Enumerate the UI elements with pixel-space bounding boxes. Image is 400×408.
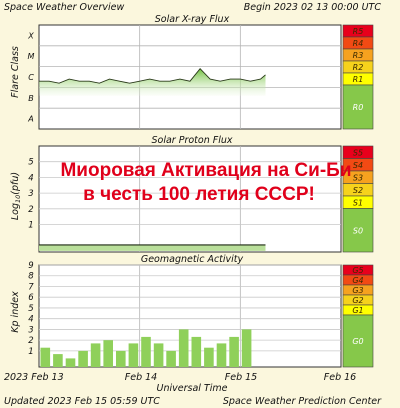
kp-bar	[53, 354, 63, 367]
proton-tick: 4	[28, 173, 33, 183]
header-title: Space Weather Overview	[4, 2, 125, 13]
flare-class-tick: B	[28, 94, 34, 103]
scale-cell	[342, 314, 374, 368]
proton-flux-area	[39, 244, 266, 251]
overlay-line-2: в честь 100 летия СССР!	[83, 184, 315, 205]
kp-bar	[166, 350, 176, 367]
kp-bar	[78, 350, 88, 367]
xray-plot-area	[38, 24, 342, 130]
proton-tick: 1	[28, 221, 33, 231]
flare-class-tick: M	[28, 52, 35, 61]
kp-bar	[229, 336, 239, 367]
kp-bar	[128, 343, 139, 367]
kp-tick: 6	[28, 293, 34, 303]
scale-label: R1	[353, 75, 364, 84]
grid-lines	[39, 25, 341, 367]
scale-label: R3	[353, 51, 364, 60]
footer-updated: Updated 2023 Feb 15 05:59 UTC	[4, 396, 160, 407]
scale-label: G2	[352, 296, 363, 305]
kp-tick: 1	[28, 347, 33, 357]
scale-cell	[342, 84, 374, 130]
x-tick-feb16: Feb 16	[324, 372, 356, 383]
kp-bar	[153, 343, 164, 367]
header-begin-time: Begin 2023 02 13 00:00 UTC	[244, 2, 382, 13]
proton-tick: 3	[28, 189, 33, 199]
kp-bar	[90, 343, 101, 367]
x-tick-feb13: 2023 Feb 13	[4, 372, 64, 383]
proton-ylabel: Log10(pfu)	[10, 172, 22, 220]
kp-tick: 2	[28, 336, 33, 346]
geomag-plot-area	[38, 264, 342, 368]
xray-ylabel: Flare Class	[10, 46, 21, 98]
scale-label: G0	[352, 337, 363, 346]
geomag-ylabel: Kp index	[10, 291, 21, 333]
scale-label: G4	[352, 276, 363, 285]
kp-bar	[116, 350, 126, 367]
scale-label: G1	[352, 306, 363, 315]
kp-tick: 7	[28, 282, 34, 292]
overlay-line-1: Миоровая Активация на Си-Би	[60, 160, 351, 181]
kp-bar	[241, 329, 252, 367]
kp-tick: 9	[28, 261, 33, 271]
proton-tick: 5	[28, 158, 33, 168]
kp-tick: 4	[28, 315, 33, 325]
kp-bar	[141, 336, 151, 367]
scale-label: R4	[353, 39, 364, 48]
proton-tick: 2	[28, 205, 33, 215]
xray-flux-area	[39, 68, 266, 96]
kp-tick: 8	[28, 272, 34, 282]
x-tick-feb15: Feb 15	[225, 372, 257, 383]
xray-title: Solar X-ray Flux	[155, 14, 230, 25]
x-tick-feb14: Feb 14	[125, 372, 157, 383]
kp-bar	[178, 329, 189, 367]
flare-class-tick: C	[28, 73, 34, 82]
scale-label: S3	[353, 173, 363, 182]
scale-label: S1	[353, 198, 363, 207]
proton-plot-area	[38, 145, 342, 253]
kp-tick: 3	[28, 325, 33, 335]
flare-class-tick: X	[27, 31, 34, 40]
kp-tick: 5	[28, 304, 33, 314]
xray-flux-line	[39, 68, 266, 84]
scale-label: S4	[353, 161, 363, 170]
scale-label: S2	[353, 186, 363, 195]
kp-bar	[204, 347, 214, 367]
geomag-title: Geomagnetic Activity	[141, 254, 244, 265]
scale-label: S5	[353, 148, 363, 157]
scale-label: R5	[353, 27, 364, 36]
scale-cell	[342, 208, 374, 253]
kp-bar	[103, 340, 113, 367]
scale-label: R0	[353, 103, 364, 112]
data-marks	[39, 68, 266, 367]
kp-bar	[40, 347, 51, 367]
scale-label: S0	[353, 226, 363, 235]
kp-bar	[65, 358, 76, 367]
kp-bar	[191, 336, 202, 367]
flare-class-tick: A	[27, 115, 33, 124]
scale-label: G3	[352, 286, 363, 295]
kp-bar	[216, 343, 227, 367]
x-axis-label: Universal Time	[157, 383, 228, 394]
footer-center: Space Weather Prediction Center	[223, 396, 382, 407]
scale-label: R2	[353, 63, 364, 72]
proton-title: Solar Proton Flux	[151, 135, 232, 146]
scale-label: G5	[352, 266, 363, 275]
